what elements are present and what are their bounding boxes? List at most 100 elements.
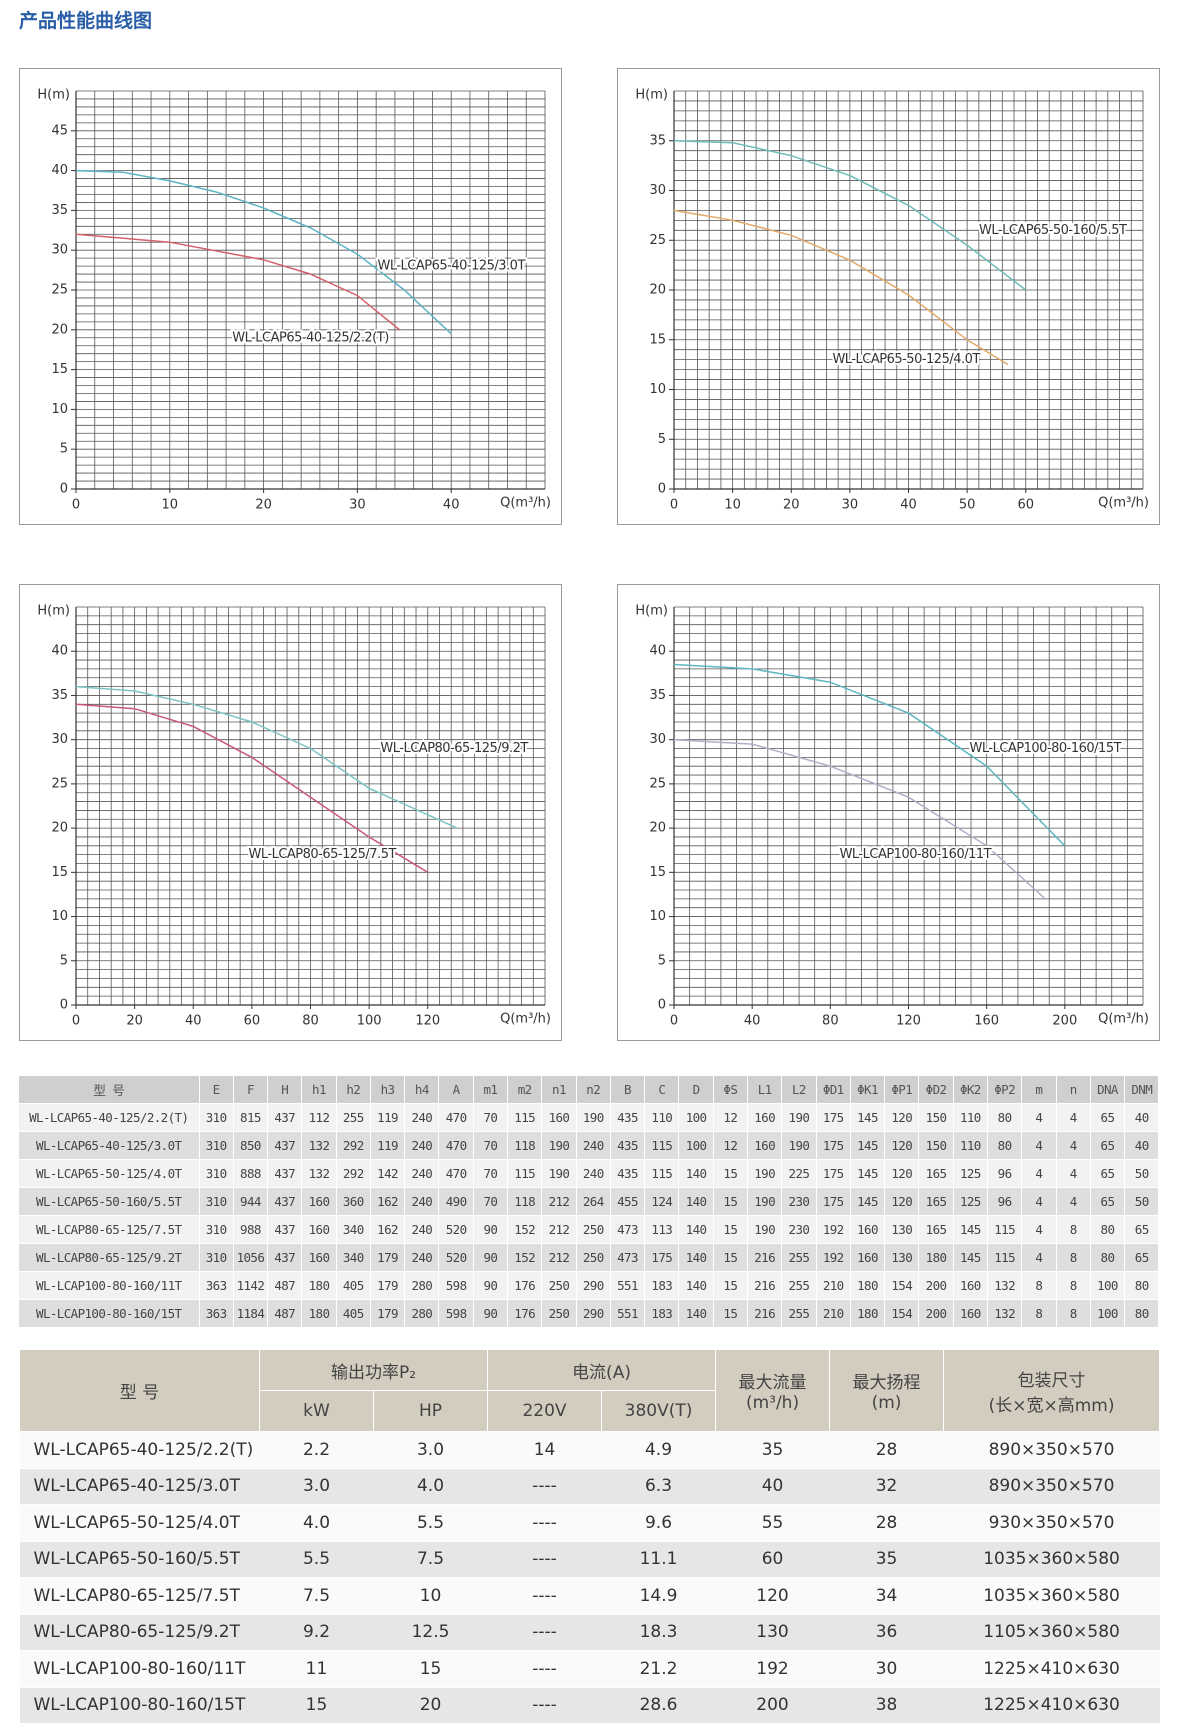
cell: 240 bbox=[404, 1187, 440, 1216]
y-tick-label: 30 bbox=[649, 183, 666, 198]
header-cell: h1 bbox=[301, 1076, 337, 1104]
header-cell: m2 bbox=[507, 1076, 543, 1104]
cell: 150 bbox=[918, 1131, 954, 1160]
cell: 120 bbox=[884, 1187, 920, 1216]
cell: 110 bbox=[953, 1131, 988, 1160]
header-cell: n2 bbox=[576, 1076, 611, 1104]
row: WL-LCAP65-40-125/3.0T 310 850 437 132 292 119 2… bbox=[19, 1131, 1160, 1160]
cell: 145 bbox=[850, 1103, 886, 1132]
chart: 0 5 10 15 20 25 30 35 40 0 40 80 120 160 200 H(m) Q(m³/h… bbox=[635, 604, 1149, 1029]
cell: 9.6 bbox=[601, 1504, 716, 1542]
cell: 190 bbox=[541, 1159, 577, 1188]
cell: 250 bbox=[541, 1271, 577, 1300]
row: WL-LCAP100-80-160/11T 11 15 ---- 21.2 192 30 12… bbox=[19, 1650, 1160, 1688]
cell: 250 bbox=[576, 1243, 611, 1272]
cell: ---- bbox=[487, 1541, 602, 1578]
cell: 470 bbox=[438, 1103, 474, 1132]
cell: 65 bbox=[1090, 1159, 1126, 1188]
header-cell: ΦS bbox=[713, 1076, 749, 1104]
row: WL-LCAP65-40-125/2.2(T) 310 815 437 112 255 11… bbox=[19, 1103, 1160, 1132]
cell: 100 bbox=[1090, 1299, 1126, 1328]
cell: 145 bbox=[953, 1215, 988, 1244]
x-tick-label: 0 bbox=[72, 1014, 80, 1029]
cell: 292 bbox=[336, 1131, 371, 1160]
cell: 230 bbox=[781, 1215, 817, 1244]
cell: 175 bbox=[644, 1243, 680, 1272]
cell: 80 bbox=[1124, 1299, 1160, 1328]
x-tick-label: 60 bbox=[244, 1014, 261, 1029]
cell: 100 bbox=[678, 1131, 714, 1160]
x-tick-label: 40 bbox=[185, 1014, 202, 1029]
cell: 145 bbox=[850, 1187, 886, 1216]
page-title: 产品性能曲线图 bbox=[19, 10, 153, 32]
y-tick-label: 15 bbox=[51, 865, 68, 880]
cell: 7.5 bbox=[259, 1577, 374, 1615]
header-line: 包装尺寸 bbox=[1017, 1370, 1086, 1391]
cell: 140 bbox=[678, 1271, 714, 1300]
cell: 310 bbox=[199, 1187, 234, 1216]
cell: 140 bbox=[678, 1299, 714, 1328]
cell: 8 bbox=[1021, 1271, 1057, 1300]
cell: 145 bbox=[953, 1243, 988, 1272]
cell: 115 bbox=[644, 1159, 680, 1188]
cell: 160 bbox=[301, 1243, 337, 1272]
header-cell: ΦP1 bbox=[884, 1076, 920, 1104]
y-tick-label: 30 bbox=[51, 243, 68, 258]
y-tick-label: 10 bbox=[51, 909, 68, 924]
cell: 132 bbox=[987, 1299, 1023, 1328]
header-line: 最大扬程 bbox=[852, 1373, 921, 1393]
cell: 115 bbox=[644, 1131, 680, 1160]
cell: 190 bbox=[781, 1103, 817, 1132]
cell: 7.5 bbox=[373, 1541, 488, 1578]
cell: 70 bbox=[473, 1187, 509, 1216]
chart-panel: 0 5 10 15 20 25 30 35 40 0 40 80 120 160 200 H(m) Q(m³/h… bbox=[617, 584, 1160, 1041]
cell: 145 bbox=[850, 1159, 886, 1188]
cell: 55 bbox=[715, 1504, 830, 1542]
y-tick-label: 0 bbox=[60, 998, 68, 1013]
y-tick-label: 30 bbox=[649, 732, 666, 747]
cell: 405 bbox=[336, 1271, 371, 1300]
series-label: WL-LCAP100-80-160/15T bbox=[970, 741, 1122, 756]
x-tick-label: 0 bbox=[670, 498, 678, 513]
cell: ---- bbox=[487, 1468, 602, 1505]
curve bbox=[75, 703, 429, 873]
cell: 405 bbox=[336, 1299, 371, 1328]
cell: 190 bbox=[576, 1103, 611, 1132]
cell: 60 bbox=[715, 1541, 830, 1578]
cell: 175 bbox=[816, 1103, 851, 1132]
cell: 180 bbox=[301, 1271, 337, 1300]
cell: 200 bbox=[918, 1299, 954, 1328]
cell: 930×350×570 bbox=[943, 1504, 1160, 1542]
cell: WL-LCAP80-65-125/7.5T bbox=[19, 1577, 260, 1615]
curve bbox=[75, 233, 401, 331]
cell: 130 bbox=[715, 1614, 830, 1651]
cell: 65 bbox=[1090, 1187, 1126, 1216]
x-tick-label: 40 bbox=[443, 498, 460, 513]
header-cell: B bbox=[610, 1076, 646, 1104]
cell: 160 bbox=[301, 1215, 337, 1244]
header-cell: DNA bbox=[1090, 1076, 1126, 1104]
cell: 1142 bbox=[233, 1271, 269, 1300]
cell: 120 bbox=[715, 1577, 830, 1615]
header-line: 最大流量 bbox=[738, 1373, 807, 1393]
y-axis-label: H(m) bbox=[635, 88, 668, 103]
header-cell: 包装尺寸 (长×宽×高mm) bbox=[943, 1349, 1161, 1432]
cell: 280 bbox=[404, 1271, 440, 1300]
cell: 30 bbox=[829, 1650, 944, 1688]
cell: 192 bbox=[816, 1243, 851, 1272]
cell: 132 bbox=[987, 1271, 1023, 1300]
cell: WL-LCAP80-65-125/9.2T bbox=[19, 1614, 260, 1651]
y-tick-label: 35 bbox=[51, 688, 68, 703]
row: WL-LCAP65-40-125/3.0T 3.0 4.0 ---- 6.3 40 32 89… bbox=[19, 1468, 1160, 1505]
y-tick-label: 0 bbox=[658, 482, 666, 497]
cell: 473 bbox=[610, 1243, 646, 1272]
y-tick-label: 45 bbox=[51, 123, 68, 138]
cell: 192 bbox=[715, 1650, 830, 1688]
header-cell: A bbox=[438, 1076, 474, 1104]
cell: 310 bbox=[199, 1131, 234, 1160]
cell: 212 bbox=[541, 1243, 577, 1272]
cell: 175 bbox=[816, 1131, 851, 1160]
cell: WL-LCAP65-40-125/2.2(T) bbox=[19, 1431, 260, 1469]
cell: 4 bbox=[1056, 1159, 1091, 1188]
